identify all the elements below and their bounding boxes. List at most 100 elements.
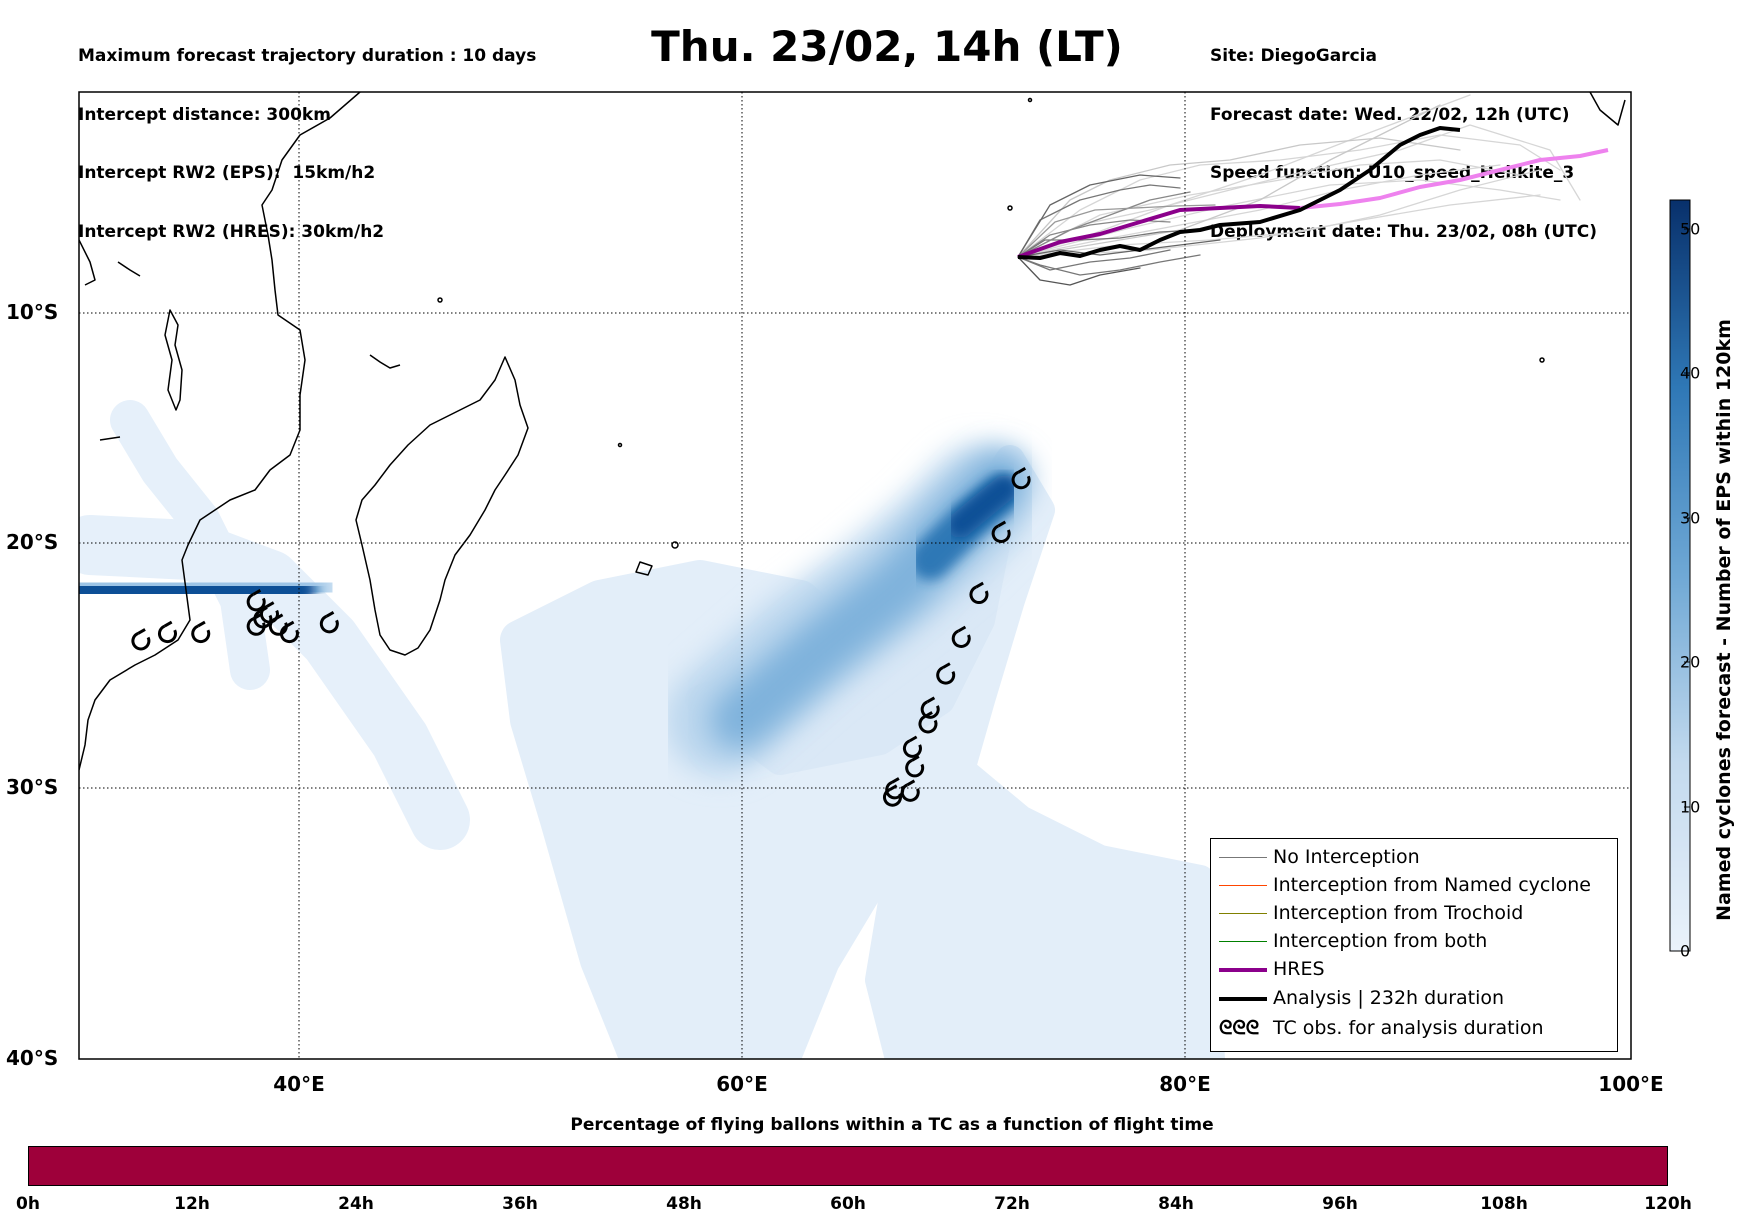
flight-tick-label: 60h — [830, 1194, 866, 1214]
legend-item: Interception from both — [1211, 929, 1617, 953]
legend-line-sample — [1219, 857, 1267, 858]
tc-observation-marker — [158, 620, 177, 644]
eps-trajectory — [1017, 94, 1471, 258]
lon-label: 100°E — [1598, 1072, 1664, 1096]
colorbar-ticks — [1684, 228, 1690, 952]
tc-observation-marker — [246, 589, 266, 612]
flight-tick-label: 36h — [502, 1194, 538, 1214]
eps-trajectory — [1017, 204, 1216, 258]
lat-label: 30°S — [6, 775, 59, 799]
legend-label: Interception from Named cyclone — [1273, 874, 1591, 896]
lake-coastline — [164, 309, 183, 411]
tc-observation-marker — [246, 613, 266, 636]
flight-tick-label: 72h — [994, 1194, 1030, 1214]
lon-label: 60°E — [716, 1072, 768, 1096]
eps-trajectory — [1017, 104, 1441, 258]
legend-item: ᘓᘓᘓ TC obs. for analysis duration — [1211, 1016, 1617, 1040]
tc-observation-marker — [883, 784, 902, 807]
tc-observation-marker — [319, 611, 339, 634]
tc-observation-marker — [902, 735, 922, 758]
island-coastline — [1027, 97, 1033, 103]
legend-item: Interception from Named cyclone — [1211, 873, 1617, 897]
lon-label: 80°E — [1159, 1072, 1211, 1096]
eps-trajectory — [1017, 124, 1581, 258]
map-legend: No Interception Interception from Named … — [1210, 838, 1618, 1052]
run-info-left: Maximum forecast trajectory duration : 1… — [78, 8, 536, 262]
africa-coastline — [79, 92, 361, 771]
legend-line-sample — [1219, 997, 1267, 1001]
map-title: Thu. 23/02, 14h (LT) — [651, 22, 1123, 71]
island-coastline — [617, 442, 623, 448]
tc-observation-marker — [951, 625, 971, 648]
coastline-fragment — [369, 354, 401, 369]
tc-observation-marker — [991, 520, 1011, 543]
legend-label: TC obs. for analysis duration — [1273, 1017, 1544, 1039]
info-line: Deployment date: Thu. 23/02, 08h (UTC) — [1210, 221, 1597, 242]
lat-label: 20°S — [6, 530, 59, 554]
lat-label: 40°S — [6, 1046, 59, 1070]
lake-coastline — [99, 436, 121, 441]
island-coastline — [1539, 357, 1545, 363]
colorbar-tick-label: 10 — [1680, 797, 1701, 817]
map-area — [79, 92, 1626, 1059]
island-coastline — [1007, 205, 1013, 211]
flight-tick-label: 108h — [1480, 1194, 1528, 1214]
density-core — [947, 475, 1018, 538]
cyclone-density-field — [79, 400, 1225, 1059]
info-line: Site: DiegoGarcia — [1210, 46, 1377, 66]
tc-observation-marker — [936, 662, 956, 685]
legend-label: HRES — [1273, 958, 1325, 980]
flight-tick-label: 0h — [16, 1194, 40, 1214]
legend-label: No Interception — [1273, 846, 1420, 868]
info-line: Intercept distance: 300km — [78, 104, 331, 125]
legend-label: Interception from Trochoid — [1273, 902, 1524, 924]
tc-observation-marker — [969, 581, 989, 605]
info-line: Forecast date: Wed. 22/02, 12h (UTC) — [1210, 104, 1570, 125]
legend-item: HRES — [1211, 957, 1617, 981]
flight-time-bar — [28, 1146, 1668, 1186]
eps-trajectory — [1017, 191, 1191, 258]
tc-observation-marker — [905, 755, 925, 778]
flight-tick-label: 48h — [666, 1194, 702, 1214]
density-core — [79, 558, 315, 622]
tc-observations — [131, 466, 1031, 807]
island-coastline — [671, 541, 679, 549]
legend-line-sample — [1219, 913, 1267, 914]
colorbar-tick-label: 50 — [1680, 219, 1701, 239]
hres-track — [1017, 204, 1301, 259]
map-gridlines — [79, 92, 1631, 1059]
lat-label: 10°S — [6, 300, 59, 324]
colorbar-tick-label: 30 — [1680, 508, 1701, 528]
info-line: Intercept RW2 (HRES): 30km/h2 — [78, 221, 385, 242]
eps-trajectory — [1017, 164, 1501, 258]
coastlines — [79, 92, 1626, 771]
eps-trajectory — [1017, 239, 1221, 258]
flight-tick-label: 84h — [1158, 1194, 1194, 1214]
eps-trajectory — [1017, 249, 1171, 271]
tc-observation-marker — [253, 606, 273, 629]
legend-line-sample — [1219, 885, 1267, 886]
cyclone-symbol-icon: ᘓᘓᘓ — [1219, 1017, 1260, 1039]
legend-line-sample — [1219, 941, 1267, 942]
legend-item: Analysis | 232h duration — [1211, 986, 1617, 1010]
eps-trajectory — [1017, 137, 1461, 258]
flight-tick-label: 120h — [1644, 1194, 1692, 1214]
coastline-fragment — [79, 239, 96, 286]
eps-trajectory — [1017, 179, 1561, 258]
tc-observation-marker — [918, 711, 938, 734]
ensemble-trajectories — [1017, 94, 1581, 286]
tc-observation-marker — [191, 620, 211, 644]
flight-tick-label: 12h — [174, 1194, 210, 1214]
eps-trajectory — [1017, 229, 1201, 258]
legend-item: No Interception — [1211, 845, 1617, 869]
tc-observation-marker — [131, 628, 151, 651]
legend-label: Analysis | 232h duration — [1273, 987, 1505, 1009]
info-line: Maximum forecast trajectory duration : 1… — [78, 46, 537, 66]
island-coastline — [635, 561, 653, 576]
colorbar-tick-label: 0 — [1680, 941, 1691, 961]
info-line: Intercept RW2 (EPS): 15km/h2 — [78, 163, 376, 183]
eps-trajectory — [1017, 174, 1181, 258]
coastline-fragment — [1589, 92, 1626, 126]
colorbar-tick-label: 40 — [1680, 363, 1701, 383]
